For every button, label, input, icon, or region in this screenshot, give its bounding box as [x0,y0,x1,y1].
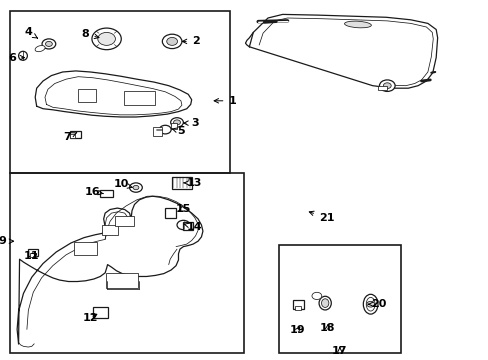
Text: 12: 12 [82,312,98,323]
Circle shape [383,83,390,89]
Circle shape [129,183,142,192]
Circle shape [159,125,171,134]
Circle shape [162,34,182,49]
Text: 15: 15 [175,204,191,214]
Text: 21: 21 [308,211,334,223]
Text: 20: 20 [367,299,386,309]
Circle shape [173,120,180,125]
Ellipse shape [19,51,27,60]
Text: 3: 3 [183,118,199,128]
Bar [28,249,38,256]
Bar [377,86,386,90]
Text: 2: 2 [182,36,199,46]
Text: 10: 10 [113,179,132,189]
Text: 14: 14 [183,222,202,232]
Text: 13: 13 [183,178,202,188]
Bar [278,245,400,353]
Bar [30,253,36,257]
Text: 6: 6 [8,53,24,63]
Text: 4: 4 [24,27,38,38]
Circle shape [42,39,56,49]
Circle shape [133,185,139,190]
Ellipse shape [319,296,331,310]
Bar [106,273,138,288]
Circle shape [45,41,52,46]
Bar [152,127,162,136]
Text: 1: 1 [214,96,236,106]
Bar [124,91,154,105]
Bar [172,177,191,189]
Bar [292,300,303,309]
Bar [10,11,229,173]
Text: 9: 9 [0,236,14,246]
Text: 5: 5 [171,126,184,136]
Text: 19: 19 [289,325,305,336]
Bar [295,306,301,310]
Circle shape [98,32,115,45]
Bar [70,134,75,138]
Text: 16: 16 [85,186,103,197]
Text: 11: 11 [24,251,40,261]
Circle shape [170,118,183,127]
Text: 17: 17 [331,346,347,356]
Circle shape [379,80,394,91]
Bar [93,307,107,318]
Ellipse shape [35,45,45,52]
Text: 8: 8 [81,29,99,39]
Bar [10,173,244,353]
Bar [100,190,113,197]
Text: 18: 18 [319,323,335,333]
Bar [74,242,97,255]
Circle shape [366,301,374,307]
Circle shape [311,292,321,300]
Ellipse shape [344,21,370,28]
Circle shape [177,220,189,230]
Bar [170,123,176,129]
Bar [164,208,175,218]
Bar [115,216,134,226]
Bar [70,131,81,138]
Ellipse shape [366,297,374,311]
Circle shape [166,37,177,45]
Bar [102,225,118,235]
Ellipse shape [321,299,328,307]
Circle shape [92,28,121,50]
Bar [183,222,193,230]
Text: 7: 7 [63,132,77,142]
Ellipse shape [363,294,377,314]
Bar [78,89,96,102]
